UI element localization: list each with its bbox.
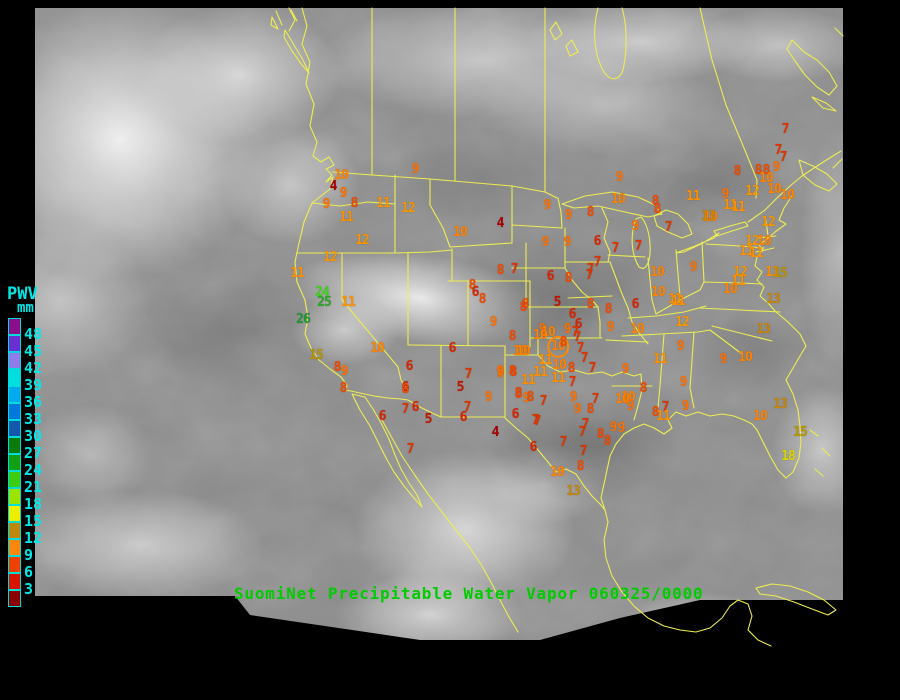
pacific-coastline bbox=[294, 7, 348, 392]
lake-huron bbox=[653, 209, 693, 239]
legend-value-label: 6 bbox=[24, 563, 34, 581]
legend-value-label: 33 bbox=[24, 410, 43, 428]
james-bay bbox=[594, 7, 627, 80]
legend-segment bbox=[8, 539, 21, 556]
mexico-east-coast bbox=[603, 509, 772, 647]
legend-segment bbox=[8, 454, 21, 471]
legend-value-label: 12 bbox=[24, 529, 43, 547]
legend-value-label: 3 bbox=[24, 580, 34, 598]
us-canada-border bbox=[332, 171, 558, 199]
legend-segment bbox=[8, 403, 21, 420]
legend-value-label: 45 bbox=[24, 342, 43, 360]
atlantic-gulf-coastline bbox=[600, 195, 807, 511]
legend-value-label: 9 bbox=[24, 546, 34, 564]
lake-erie bbox=[675, 232, 720, 254]
legend-segment bbox=[8, 318, 21, 335]
legend-value-label: 36 bbox=[24, 393, 43, 411]
legend-value-label: 24 bbox=[24, 461, 43, 479]
legend-segment bbox=[8, 386, 21, 403]
baja-california bbox=[351, 393, 423, 508]
lake-ontario bbox=[713, 221, 749, 237]
legend-segment bbox=[8, 471, 21, 488]
legend-segment bbox=[8, 505, 21, 522]
legend-segment bbox=[8, 420, 21, 437]
legend-segment bbox=[8, 335, 21, 352]
legend-value-label: 42 bbox=[24, 359, 43, 377]
st-lawrence bbox=[747, 150, 842, 223]
legend-segment bbox=[8, 556, 21, 573]
legend-segment bbox=[8, 522, 21, 539]
legend-value-label: 48 bbox=[24, 325, 43, 343]
legend-segment bbox=[8, 488, 21, 505]
map-boundaries bbox=[270, 7, 844, 647]
map-title: SuomiNet Precipitable Water Vapor 060325… bbox=[234, 584, 704, 603]
legend-units: mm bbox=[17, 300, 34, 316]
legend-segment bbox=[8, 573, 21, 590]
rio-grande-border bbox=[504, 417, 606, 511]
legend-value-label: 30 bbox=[24, 427, 43, 445]
legend-value-label: 27 bbox=[24, 444, 43, 462]
legend-segment bbox=[8, 590, 21, 607]
legend-title: PWV bbox=[7, 284, 38, 304]
us-mexico-border-west bbox=[345, 389, 506, 418]
satellite-imagery bbox=[35, 8, 843, 640]
legend-value-label: 18 bbox=[24, 495, 43, 513]
vancouver-island bbox=[283, 29, 310, 74]
legend-color-bar: 48 45 42 39 36 33 30 27 24 21 18 15 12 9 6 3 bbox=[8, 318, 42, 607]
legend-value-label: 39 bbox=[24, 376, 43, 394]
cuba bbox=[755, 583, 837, 616]
legend-segment bbox=[8, 369, 21, 386]
legend-segment bbox=[8, 437, 21, 454]
mexico-west-coast bbox=[381, 419, 519, 633]
legend-segment bbox=[8, 352, 21, 369]
legend-value-label: 21 bbox=[24, 478, 43, 496]
legend-value-label: 15 bbox=[24, 512, 43, 530]
lake-superior bbox=[561, 191, 663, 218]
